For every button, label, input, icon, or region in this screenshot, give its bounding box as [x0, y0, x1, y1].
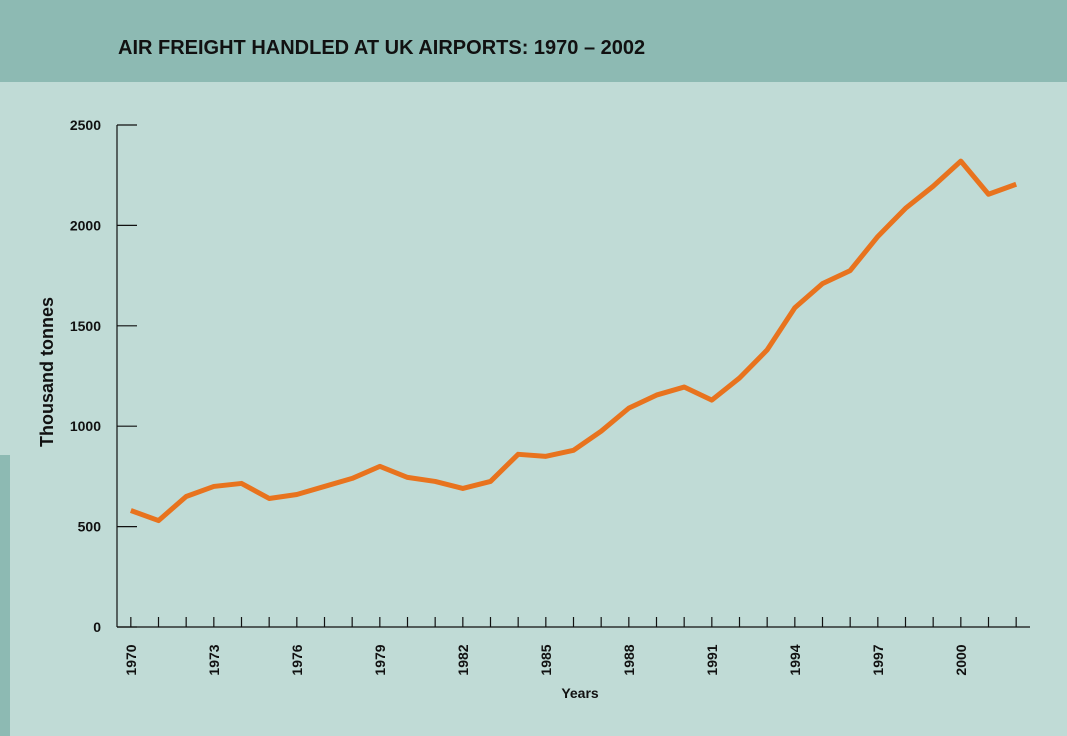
x-tick-label: 1991 — [704, 644, 720, 675]
y-tick-label: 1000 — [70, 418, 101, 434]
y-axis-label: Thousand tonnes — [37, 297, 57, 447]
y-tick-label: 500 — [78, 519, 102, 535]
x-tick-label: 1970 — [123, 644, 139, 675]
side-strip — [0, 455, 10, 736]
x-tick-label: 1979 — [372, 644, 388, 675]
x-tick-label: 1988 — [621, 644, 637, 675]
chart-title: AIR FREIGHT HANDLED AT UK AIRPORTS: 1970… — [118, 37, 645, 59]
x-tick-label: 2000 — [953, 644, 969, 675]
x-axis-label: Years — [561, 685, 599, 701]
x-tick-label: 1997 — [870, 644, 886, 675]
x-tick-label: 1994 — [787, 644, 803, 675]
x-tick-label: 1985 — [538, 644, 554, 675]
y-tick-label: 0 — [93, 619, 101, 635]
y-tick-label: 2000 — [70, 217, 101, 233]
line-series — [129, 158, 1018, 524]
x-tick-label: 1982 — [455, 644, 471, 675]
y-tick-label: 2500 — [70, 117, 101, 133]
x-tick-label: 1976 — [289, 644, 305, 675]
y-tick-label: 1500 — [70, 318, 101, 334]
header-band — [0, 0, 1067, 82]
x-tick-label: 1973 — [206, 644, 222, 675]
